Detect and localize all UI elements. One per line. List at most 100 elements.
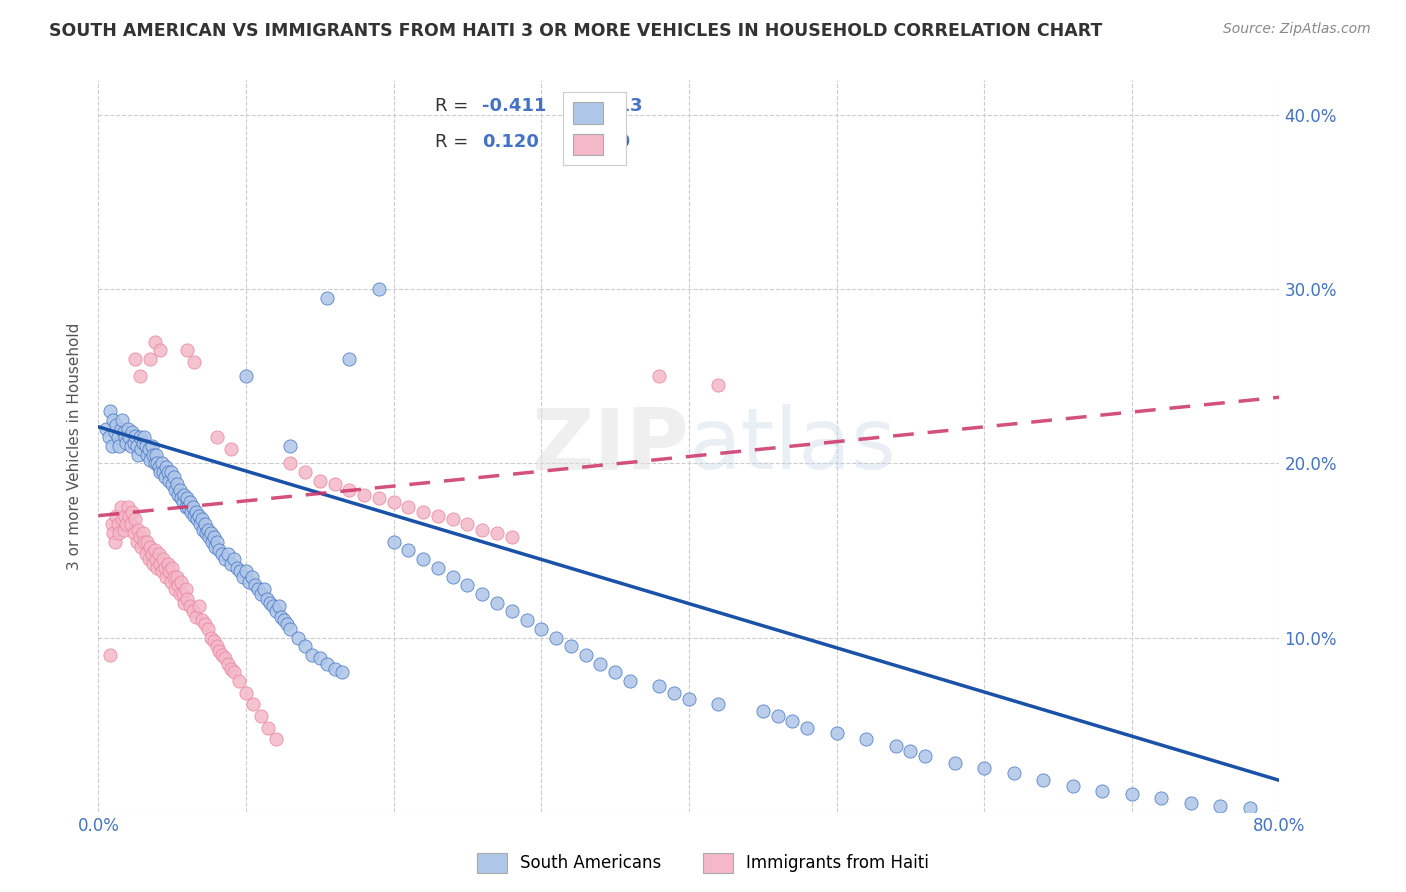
Point (605, 665, 627, 680)
Point (825, 726, 848, 740)
Point (176, 592, 198, 607)
Point (111, 413, 134, 427)
Point (124, 351, 146, 366)
Point (193, 523, 215, 537)
Point (382, 494, 405, 508)
Point (412, 505, 434, 519)
Point (219, 442, 242, 457)
Point (914, 749, 936, 764)
Point (132, 526, 155, 541)
Point (108, 526, 131, 541)
Point (211, 547, 233, 561)
Point (664, 686, 686, 700)
Point (165, 582, 187, 596)
Text: R =: R = (434, 134, 474, 152)
Point (152, 465, 174, 479)
Point (176, 343, 198, 358)
Point (183, 508, 205, 523)
Text: R =: R = (434, 97, 474, 115)
Point (270, 609, 292, 624)
Point (139, 540, 162, 554)
Point (149, 558, 172, 572)
Text: 80: 80 (606, 134, 631, 152)
Point (191, 613, 214, 627)
Point (184, 609, 207, 624)
Point (232, 569, 254, 583)
Point (256, 592, 278, 607)
Point (382, 534, 405, 549)
Point (278, 439, 302, 453)
Point (145, 448, 167, 462)
Point (166, 569, 188, 583)
Point (194, 616, 217, 631)
Point (205, 430, 228, 444)
Text: Source: ZipAtlas.com: Source: ZipAtlas.com (1223, 22, 1371, 37)
Point (1032, 773, 1054, 788)
Point (456, 517, 478, 532)
Point (180, 505, 202, 519)
Point (262, 599, 284, 614)
Point (141, 547, 163, 561)
Point (707, 378, 730, 392)
Point (560, 640, 582, 654)
Point (412, 552, 434, 566)
Point (208, 644, 231, 658)
Point (278, 457, 302, 471)
Point (316, 657, 339, 671)
Point (167, 488, 190, 502)
Point (143, 334, 166, 349)
Point (259, 596, 281, 610)
Point (368, 491, 391, 506)
Point (103, 413, 125, 427)
Point (226, 561, 249, 575)
Point (205, 640, 228, 654)
Point (243, 578, 266, 592)
Point (115, 517, 138, 532)
Point (117, 500, 139, 514)
Point (165, 483, 187, 497)
Point (114, 430, 136, 444)
Point (208, 543, 231, 558)
Point (135, 547, 157, 561)
Point (309, 474, 332, 488)
Point (184, 505, 207, 519)
Point (242, 697, 264, 711)
Point (143, 543, 166, 558)
Point (235, 686, 257, 700)
Point (114, 508, 136, 523)
Point (97, 430, 120, 444)
Point (157, 474, 180, 488)
Point (197, 622, 219, 636)
Point (105, 508, 128, 523)
Point (214, 651, 236, 665)
Point (139, 453, 162, 467)
Point (173, 596, 195, 610)
Point (183, 355, 205, 369)
Point (163, 470, 186, 484)
Point (155, 569, 177, 583)
Point (501, 530, 523, 544)
Point (396, 500, 419, 514)
Point (138, 552, 160, 566)
Point (194, 517, 217, 532)
Point (142, 558, 165, 572)
Point (276, 616, 298, 631)
Point (149, 343, 172, 358)
Point (246, 582, 269, 596)
Point (228, 674, 250, 689)
Point (900, 744, 922, 758)
Point (148, 459, 170, 474)
Y-axis label: 3 or more Vehicles in Household: 3 or more Vehicles in Household (67, 322, 83, 570)
Text: -0.411: -0.411 (482, 97, 547, 115)
Point (128, 369, 150, 384)
Point (187, 508, 209, 523)
Point (188, 517, 211, 532)
Text: SOUTH AMERICAN VS IMMIGRANTS FROM HAITI 3 OR MORE VEHICLES IN HOUSEHOLD CORRELAT: SOUTH AMERICAN VS IMMIGRANTS FROM HAITI … (49, 22, 1102, 40)
Point (115, 435, 138, 450)
Point (198, 530, 221, 544)
Point (267, 599, 290, 614)
Point (217, 657, 239, 671)
Point (120, 517, 142, 532)
Point (181, 500, 204, 514)
Point (104, 534, 127, 549)
